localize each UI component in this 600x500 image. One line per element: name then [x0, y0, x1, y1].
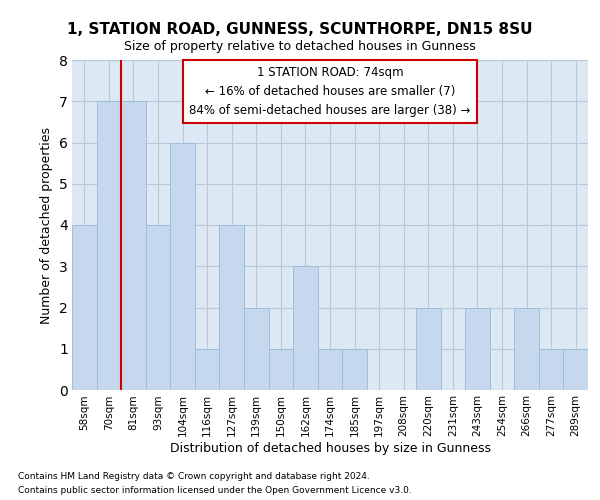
Bar — [293, 266, 318, 390]
Bar — [514, 308, 539, 390]
Text: Contains public sector information licensed under the Open Government Licence v3: Contains public sector information licen… — [18, 486, 412, 495]
Bar — [269, 349, 293, 390]
Bar — [539, 349, 563, 390]
Text: 1 STATION ROAD: 74sqm
← 16% of detached houses are smaller (7)
84% of semi-detac: 1 STATION ROAD: 74sqm ← 16% of detached … — [190, 66, 470, 117]
Bar — [416, 308, 440, 390]
Bar — [195, 349, 220, 390]
X-axis label: Distribution of detached houses by size in Gunness: Distribution of detached houses by size … — [170, 442, 491, 455]
Bar — [342, 349, 367, 390]
Y-axis label: Number of detached properties: Number of detached properties — [40, 126, 53, 324]
Bar — [146, 225, 170, 390]
Text: Contains HM Land Registry data © Crown copyright and database right 2024.: Contains HM Land Registry data © Crown c… — [18, 472, 370, 481]
Bar — [97, 101, 121, 390]
Text: 1, STATION ROAD, GUNNESS, SCUNTHORPE, DN15 8SU: 1, STATION ROAD, GUNNESS, SCUNTHORPE, DN… — [67, 22, 533, 38]
Bar — [220, 225, 244, 390]
Bar — [563, 349, 588, 390]
Bar — [170, 142, 195, 390]
Bar — [318, 349, 342, 390]
Bar — [72, 225, 97, 390]
Bar — [121, 101, 146, 390]
Bar — [244, 308, 269, 390]
Text: Size of property relative to detached houses in Gunness: Size of property relative to detached ho… — [124, 40, 476, 53]
Bar — [465, 308, 490, 390]
